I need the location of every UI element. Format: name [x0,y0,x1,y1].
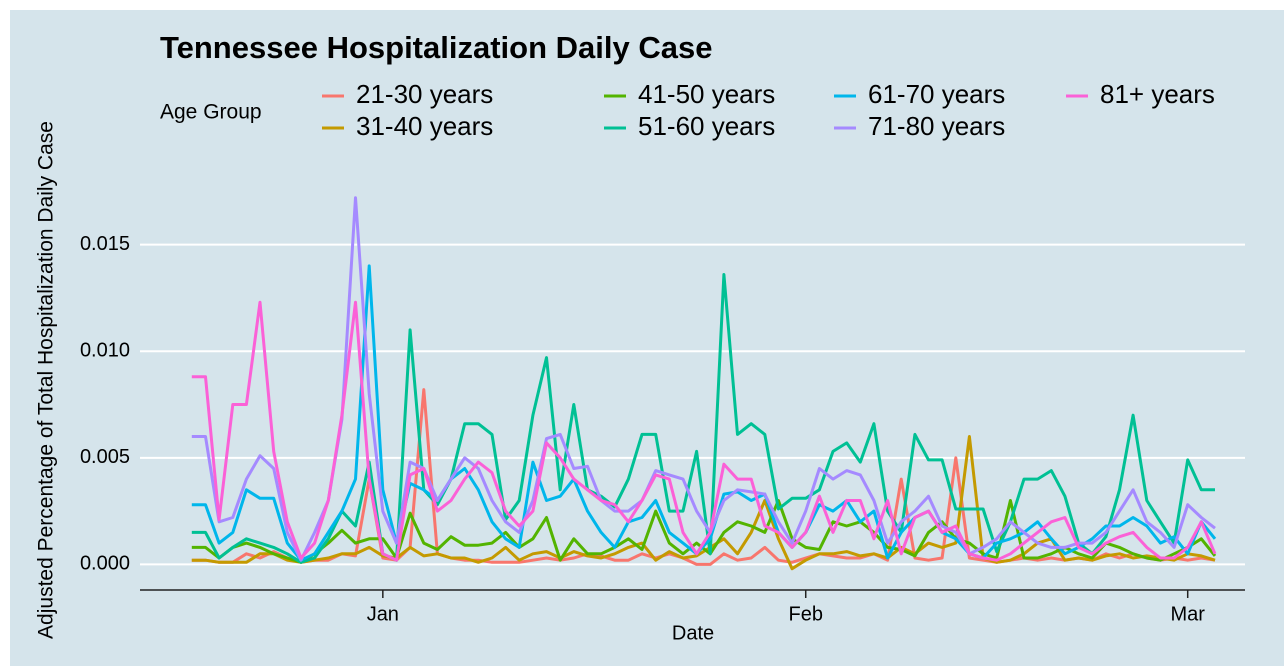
x-tick-label: Mar [1170,603,1205,625]
y-tick-label: 0.005 [80,446,130,468]
x-axis-title: Date [672,622,714,644]
legend-label: 41-50 years [638,79,775,109]
legend-label: 71-80 years [868,111,1005,141]
series-line [191,300,1217,562]
grid [140,243,1245,566]
legend-label: 51-60 years [638,111,775,141]
legend-title: Age Group [160,101,262,124]
x-tick-label: Feb [788,603,822,625]
y-tick-label: 0.015 [80,233,130,255]
legend-label: 61-70 years [868,79,1005,109]
plot-lines [191,196,1217,571]
chart-title: Tennessee Hospitalization Daily Case [160,30,712,65]
y-tick-label: 0.000 [80,553,130,575]
y-tick-label: 0.010 [80,339,130,361]
legend-label: 81+ years [1100,79,1215,109]
y-axis-title: Adjusted Percentage of Total Hospitaliza… [35,121,58,639]
series-line [191,435,1216,571]
series-line [191,388,1216,566]
legend-label: 31-40 years [356,111,493,141]
series-line [191,273,1215,564]
series-line [191,196,1216,562]
legend-label: 21-30 years [356,79,493,109]
x-tick-label: Jan [367,603,399,625]
